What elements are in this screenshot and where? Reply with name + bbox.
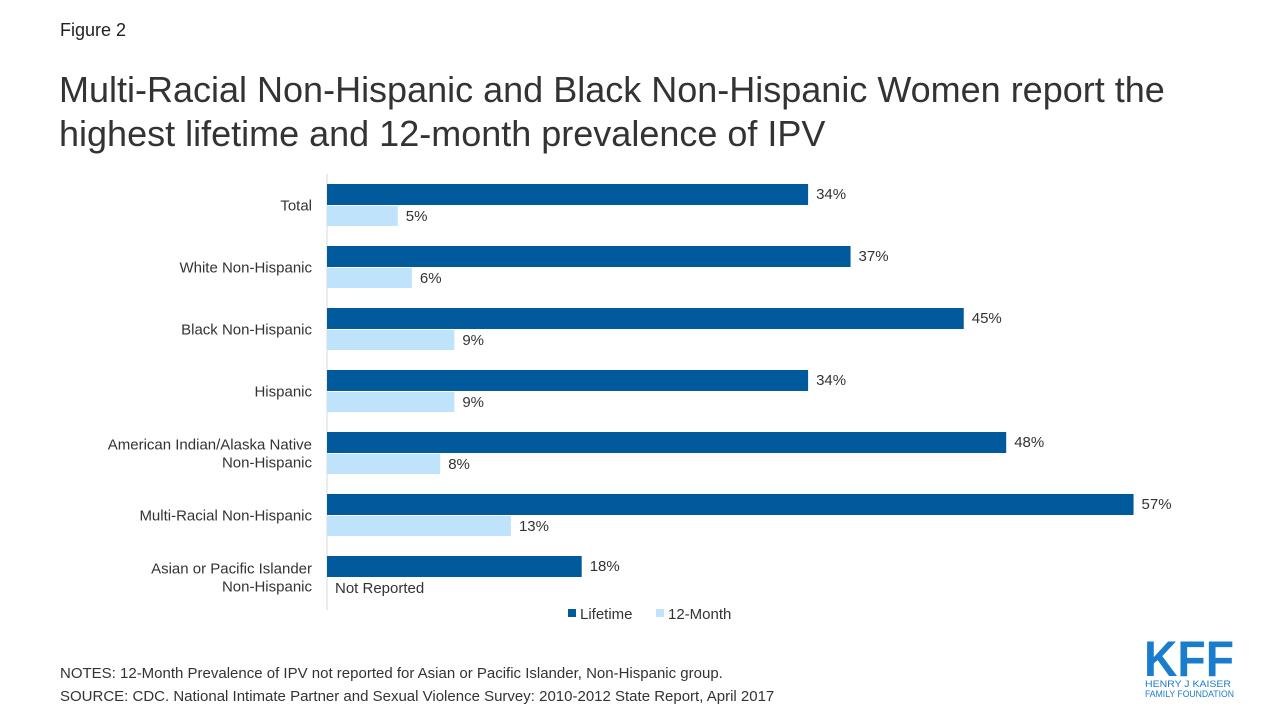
svg-text:FAMILY FOUNDATION: FAMILY FOUNDATION: [1145, 689, 1234, 698]
data-label: 34%: [816, 372, 846, 389]
legend-label: 12-Month: [668, 606, 731, 623]
bar-lifetime: [327, 246, 851, 267]
bar-12-month: [327, 206, 398, 226]
legend-swatch: [656, 609, 664, 617]
svg-text:HENRY J KAISER: HENRY J KAISER: [1145, 679, 1231, 690]
category-label: Black Non-Hispanic: [181, 322, 312, 339]
data-label: 18%: [590, 558, 620, 575]
data-label: 6%: [420, 270, 442, 287]
data-label: 34%: [816, 186, 846, 203]
bar-12-month: [327, 268, 412, 288]
bar-12-month: [327, 330, 455, 350]
category-label: Multi-Racial Non-Hispanic: [139, 508, 312, 525]
data-label: 48%: [1014, 434, 1044, 451]
chart-title: Multi-Racial Non-Hispanic and Black Non-…: [59, 69, 1165, 154]
data-label: 37%: [859, 248, 889, 265]
bar-12-month: [327, 516, 511, 536]
category-label: Non-Hispanic: [222, 579, 313, 596]
legend-swatch: [568, 609, 576, 617]
bar-lifetime: [327, 308, 964, 329]
data-label: 45%: [972, 310, 1002, 327]
bar-lifetime: [327, 556, 582, 577]
data-label: 57%: [1142, 496, 1172, 513]
data-label: 13%: [519, 518, 549, 535]
data-label: 5%: [406, 208, 428, 225]
data-label: 9%: [462, 332, 484, 349]
source: SOURCE: CDC. National Intimate Partner a…: [60, 688, 775, 705]
category-label: Hispanic: [254, 384, 312, 401]
bar-12-month: [327, 392, 455, 412]
category-label: Non-Hispanic: [222, 455, 313, 472]
figure-label: Figure 2: [60, 20, 127, 40]
kff-logo: KFF HENRY J KAISER FAMILY FOUNDATION: [1144, 636, 1234, 698]
data-label: 9%: [462, 394, 484, 411]
category-label: Total: [280, 198, 312, 215]
bar-lifetime: [327, 184, 809, 205]
category-label: American Indian/Alaska Native: [108, 437, 312, 454]
missing-label: Not Reported: [335, 580, 424, 597]
svg-text:KFF: KFF: [1144, 636, 1234, 687]
notes: NOTES: 12-Month Prevalence of IPV not re…: [60, 665, 723, 682]
bar-lifetime: [327, 370, 809, 391]
bar-lifetime: [327, 494, 1134, 515]
legend-label: Lifetime: [580, 606, 633, 623]
category-label: White Non-Hispanic: [179, 260, 312, 277]
data-label: 8%: [448, 456, 470, 473]
bar-12-month: [327, 454, 441, 474]
category-label: Asian or Pacific Islander: [151, 561, 312, 578]
bar-lifetime: [327, 432, 1007, 453]
